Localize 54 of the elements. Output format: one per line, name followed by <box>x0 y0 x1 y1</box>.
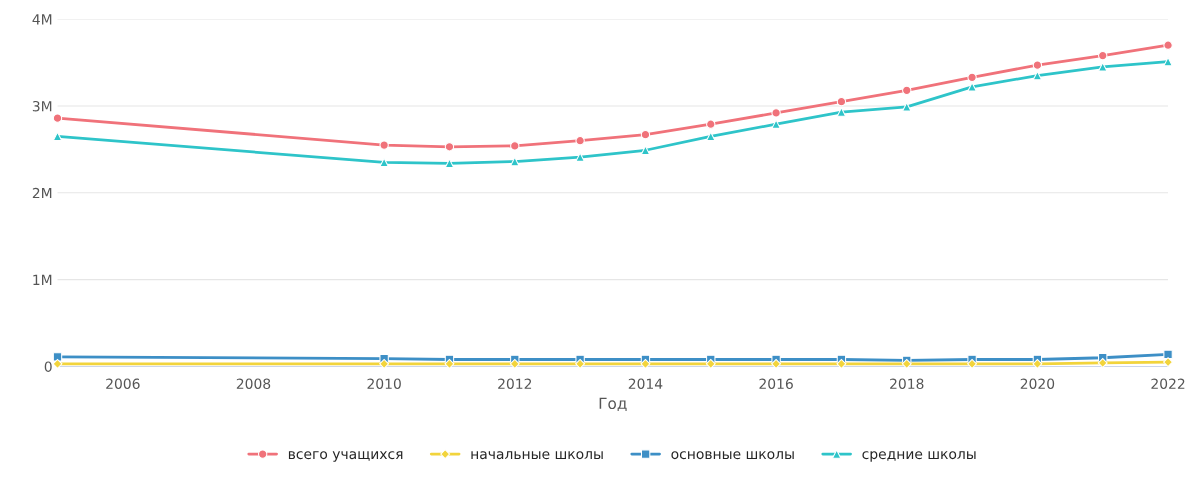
point <box>1163 357 1173 368</box>
point <box>1032 358 1043 369</box>
point <box>52 358 63 369</box>
point <box>771 119 781 129</box>
point <box>967 72 977 83</box>
point <box>444 358 455 369</box>
x-tick-label: 2020 <box>1020 378 1055 389</box>
x-tick-label: 2006 <box>106 378 140 389</box>
point <box>1163 40 1173 50</box>
legend-label: всего учащихся <box>288 451 403 462</box>
point <box>1098 62 1108 72</box>
point <box>444 142 455 152</box>
legend-label: основные школы <box>671 451 794 460</box>
y-tick-label: 3M <box>32 100 52 112</box>
y-tick-label: 4M <box>32 14 52 25</box>
point <box>1098 50 1108 61</box>
x-tick-label: 2008 <box>236 378 271 389</box>
point <box>705 358 716 369</box>
y-tick-label: 1M <box>33 274 52 285</box>
x-tick-label: 2016 <box>759 378 793 389</box>
x-tick-label: 2018 <box>890 378 924 389</box>
legend-label: средние школы <box>862 451 976 462</box>
point <box>836 358 847 369</box>
point <box>902 102 912 112</box>
point <box>706 119 716 129</box>
point <box>967 82 977 92</box>
point <box>52 113 63 123</box>
point <box>640 129 651 140</box>
point <box>1097 358 1108 368</box>
x-axis-title: Год <box>599 397 627 411</box>
point <box>510 141 520 151</box>
x-tick-label: 2012 <box>498 378 532 389</box>
point <box>640 358 651 369</box>
point <box>52 352 63 362</box>
x-tick-label: 2022 <box>1151 378 1185 389</box>
point <box>379 140 389 150</box>
point <box>1163 349 1173 359</box>
point <box>575 152 585 162</box>
point <box>379 358 390 369</box>
point <box>509 358 520 369</box>
x-tick-label: 2014 <box>628 378 663 389</box>
point <box>1163 57 1173 67</box>
point <box>836 96 847 107</box>
point <box>902 85 912 96</box>
y-tick-label: 0 <box>44 361 52 372</box>
point <box>967 358 978 369</box>
point <box>1032 60 1043 70</box>
point <box>575 358 586 369</box>
point <box>771 108 781 118</box>
legend-label: начальные школы <box>471 451 603 460</box>
y-tick-label: 2M <box>32 187 52 199</box>
point <box>771 358 782 369</box>
x-tick-label: 2010 <box>367 378 401 389</box>
point <box>575 136 585 146</box>
